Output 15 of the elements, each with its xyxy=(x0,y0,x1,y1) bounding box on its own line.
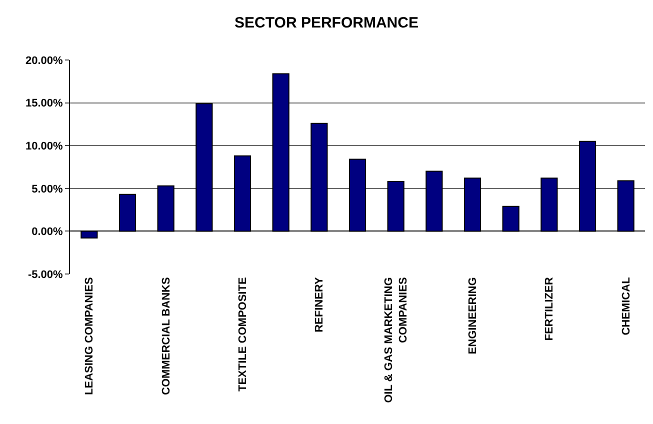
x-tick-label: OIL & GAS MARKETING COMPANIES xyxy=(383,277,410,403)
chart-title: SECTOR PERFORMANCE xyxy=(234,14,418,32)
x-tick-label: CHEMICAL xyxy=(620,276,632,336)
x-tick-label: ENGINEERING xyxy=(467,277,480,354)
x-tick-label: REFINERY xyxy=(314,276,326,332)
x-tick-label: TEXTILE COMPOSITE xyxy=(237,277,250,392)
x-tick-label: COMMERCIAL BANKS xyxy=(160,277,172,395)
y-tick-label: 5.00% xyxy=(32,183,64,196)
x-tick-label: FERTILIZER xyxy=(544,277,556,341)
y-tick-label: 15.00% xyxy=(25,98,64,110)
y-tick-label: 10.00% xyxy=(25,140,64,152)
y-tick-label: -5.00% xyxy=(28,268,64,281)
y-tick-label: 0.00% xyxy=(32,226,64,238)
y-tick-label: 20.00% xyxy=(25,54,64,67)
x-tick-label: LEASING COMPANIES xyxy=(84,277,96,395)
